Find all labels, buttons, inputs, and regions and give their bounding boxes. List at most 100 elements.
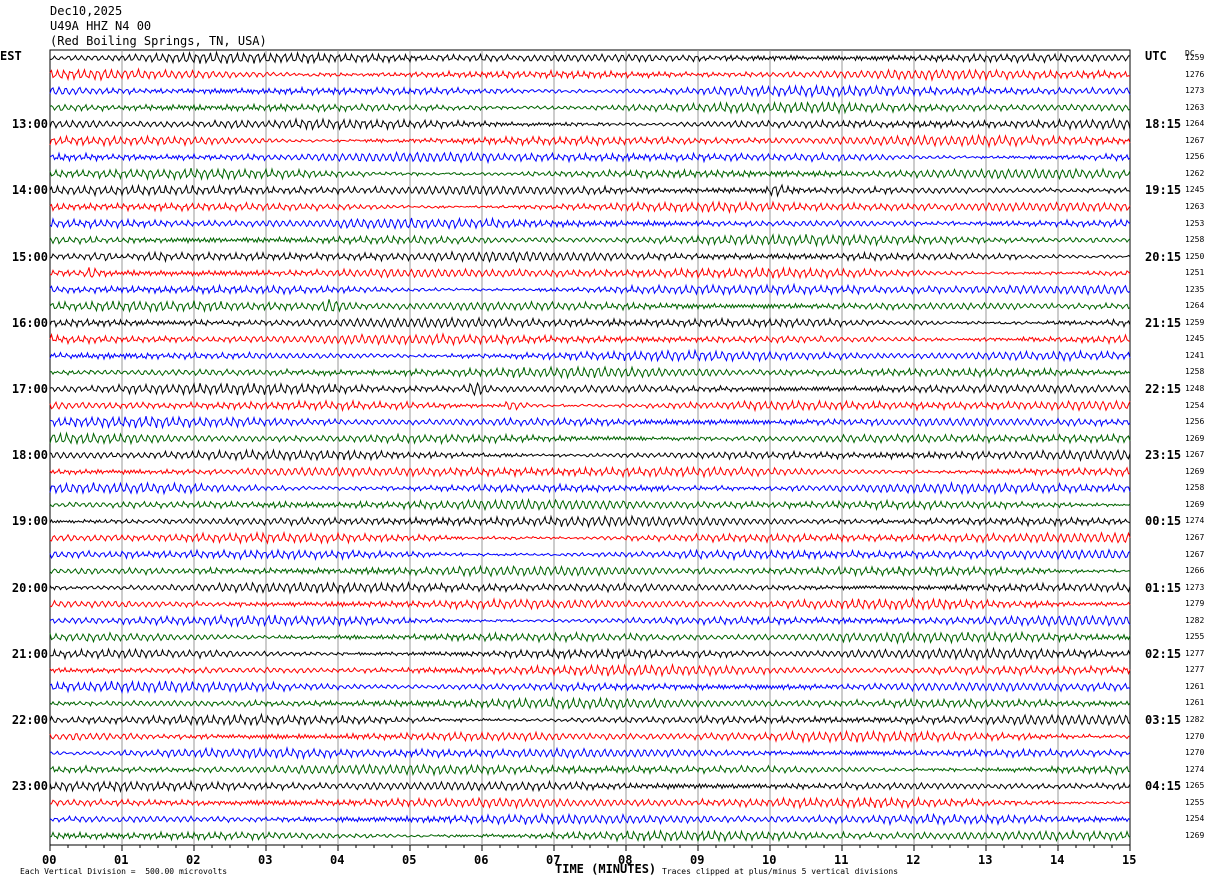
dc-offset-label: 1256	[1185, 152, 1205, 162]
seismic-trace	[49, 117, 1131, 132]
seismic-trace	[49, 465, 1131, 479]
x-tick-label: 06	[474, 853, 489, 867]
dc-offset-label: 1274	[1185, 516, 1205, 526]
seismic-trace	[49, 448, 1131, 462]
dc-offset-label: 1245	[1185, 185, 1205, 195]
seismic-trace	[49, 398, 1131, 413]
x-tick-label: 05	[402, 853, 417, 867]
seismic-trace	[49, 646, 1131, 662]
seismic-trace	[49, 67, 1131, 82]
right-hour-label: 03:15	[1145, 713, 1182, 727]
dc-offset-label: 1277	[1185, 648, 1205, 658]
right-hour-label: 01:15	[1145, 580, 1182, 595]
right-hour-label: 23:15	[1145, 448, 1182, 463]
right-hour-label: 02:15	[1145, 646, 1182, 661]
seismic-trace	[49, 100, 1131, 115]
seismic-trace	[49, 250, 1131, 264]
seismic-trace	[49, 829, 1131, 843]
scale-note: Each Vertical Division = 500.00 microvol…	[20, 867, 228, 876]
right-hour-label: 04:15	[1145, 779, 1182, 794]
left-hour-label: 16:00	[11, 315, 48, 330]
seismic-trace	[49, 596, 1131, 611]
dc-offset-label: 1253	[1185, 218, 1205, 228]
x-axis-title: TIME (MINUTES)	[555, 862, 657, 876]
left-hour-label: 13:00	[11, 117, 48, 132]
left-hour-label: 18:00	[11, 448, 48, 463]
header-location: (Red Boiling Springs, TN, USA)	[50, 34, 267, 48]
dc-offset-label: 1258	[1185, 235, 1205, 245]
dc-offset-label: 1263	[1185, 201, 1205, 211]
dc-offset-label: 1262	[1185, 168, 1205, 178]
left-hour-label: 15:00	[11, 249, 48, 264]
seismic-trace	[49, 415, 1131, 430]
seismic-trace	[49, 133, 1131, 149]
dc-offset-label: 1259	[1185, 317, 1205, 327]
header-date: Dec10,2025	[50, 4, 123, 18]
dc-offset-label: 1282	[1185, 615, 1205, 625]
dc-offset-label: 1264	[1185, 119, 1205, 129]
right-hour-label: 22:15	[1145, 382, 1182, 396]
dc-offset-label: 1269	[1185, 466, 1205, 476]
seismic-trace	[49, 497, 1131, 512]
x-tick-label: 15	[1122, 853, 1137, 867]
seismic-trace	[49, 216, 1131, 230]
seismic-trace	[49, 746, 1131, 761]
x-tick-label: 14	[1050, 853, 1065, 867]
seismic-trace	[49, 779, 1131, 794]
dc-offset-label: 1265	[1185, 781, 1205, 791]
dc-offset-label: 1270	[1185, 748, 1205, 758]
x-tick-label: 01	[114, 853, 129, 867]
left-hour-label: 21:00	[11, 646, 48, 661]
seismic-trace	[49, 795, 1131, 810]
dc-offset-label: 1254	[1185, 400, 1205, 410]
seismic-trace	[49, 150, 1131, 165]
seismic-trace	[49, 729, 1131, 744]
seismic-trace	[49, 564, 1131, 578]
seismic-trace	[49, 431, 1131, 446]
left-hour-label: 23:00	[11, 779, 48, 794]
seismic-trace	[49, 83, 1131, 99]
x-tick-label: 09	[690, 853, 705, 867]
seismic-trace	[49, 381, 1131, 397]
x-tick-label: 13	[978, 853, 993, 867]
right-hour-label: 00:15	[1145, 514, 1182, 529]
dc-offset-label: 1251	[1185, 268, 1205, 278]
dc-offset-label: 1255	[1185, 797, 1205, 807]
left-hour-label: 22:00	[11, 713, 48, 727]
seismic-trace	[49, 696, 1131, 711]
x-tick-label: 02	[186, 853, 201, 867]
seismic-trace	[49, 812, 1131, 827]
left-hour-label: 19:00	[11, 514, 48, 529]
seismic-trace	[49, 630, 1131, 645]
seismic-trace	[49, 316, 1131, 329]
clip-note: Traces clipped at plus/minus 5 vertical …	[662, 867, 899, 876]
x-tick-label: 04	[330, 853, 345, 867]
seismic-trace	[49, 613, 1131, 628]
dc-offset-label: 1241	[1185, 350, 1205, 360]
seismic-trace	[49, 348, 1131, 363]
dc-offset-label: 1273	[1185, 86, 1205, 96]
dc-offset-label: 1277	[1185, 665, 1205, 675]
x-tick-label: 10	[762, 853, 777, 867]
left-timezone-label: EST	[0, 49, 22, 63]
dc-offset-label: 1259	[1185, 53, 1205, 62]
dc-offset-label: 1267	[1185, 549, 1205, 559]
dc-offset-label: 1264	[1185, 301, 1205, 311]
right-hour-label: 20:15	[1145, 249, 1182, 264]
dc-offset-label: 1261	[1185, 681, 1205, 691]
x-tick-label: 07	[546, 853, 561, 867]
seismic-trace	[49, 548, 1131, 562]
seismic-trace	[49, 183, 1131, 198]
x-tick-label: 03	[258, 853, 273, 867]
dc-offset-label: 1274	[1185, 764, 1205, 774]
seismic-trace	[49, 530, 1131, 545]
seismic-trace	[49, 679, 1131, 694]
dc-offset-label: 1269	[1185, 830, 1205, 840]
dc-offset-label: 1269	[1185, 433, 1205, 443]
seismic-trace	[49, 365, 1131, 380]
left-hour-label: 17:00	[11, 382, 48, 396]
right-timezone-label: UTC	[1145, 49, 1167, 63]
seismic-trace	[49, 580, 1131, 595]
seismic-trace	[49, 299, 1131, 314]
